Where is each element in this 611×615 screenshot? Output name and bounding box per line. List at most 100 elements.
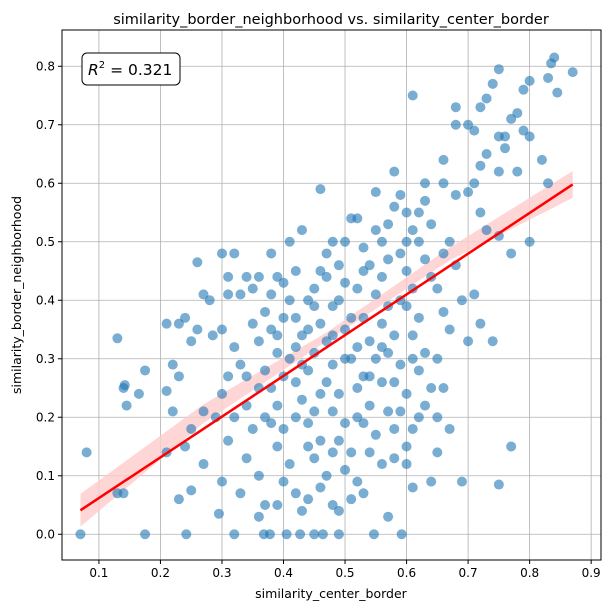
data-point bbox=[253, 336, 264, 347]
data-point bbox=[192, 324, 203, 335]
data-point bbox=[432, 283, 443, 294]
data-point bbox=[290, 412, 301, 423]
data-point bbox=[438, 306, 449, 317]
data-point bbox=[303, 494, 314, 505]
y-tick-label: 0.4 bbox=[36, 293, 55, 307]
data-point bbox=[235, 359, 246, 370]
data-point bbox=[241, 371, 252, 382]
data-point bbox=[121, 400, 132, 411]
data-point bbox=[376, 318, 387, 329]
x-axis-label: similarity_center_border bbox=[255, 586, 408, 601]
data-point bbox=[358, 488, 369, 499]
data-point bbox=[438, 248, 449, 259]
data-point bbox=[401, 388, 412, 399]
data-point bbox=[186, 336, 197, 347]
data-point bbox=[407, 353, 418, 364]
data-point bbox=[315, 184, 326, 195]
x-tick-label: 0.5 bbox=[335, 566, 354, 580]
data-point bbox=[420, 178, 431, 189]
data-point bbox=[198, 459, 209, 470]
data-point bbox=[284, 295, 295, 306]
data-point bbox=[290, 312, 301, 323]
svg-text:R2 = 0.321: R2 = 0.321 bbox=[88, 60, 172, 79]
data-point bbox=[352, 412, 363, 423]
data-point bbox=[383, 254, 394, 265]
data-point bbox=[207, 330, 218, 341]
data-point bbox=[303, 441, 314, 452]
data-point bbox=[327, 406, 338, 417]
data-point bbox=[450, 102, 461, 113]
data-point bbox=[167, 406, 178, 417]
data-point bbox=[456, 476, 467, 487]
x-tick-label: 0.4 bbox=[274, 566, 293, 580]
data-point bbox=[512, 166, 523, 177]
y-tick-label: 0.0 bbox=[36, 527, 55, 541]
data-point bbox=[296, 505, 307, 516]
data-point bbox=[315, 482, 326, 493]
data-point bbox=[413, 365, 424, 376]
data-point bbox=[407, 90, 418, 101]
data-point bbox=[309, 453, 320, 464]
data-point bbox=[450, 189, 461, 200]
data-point bbox=[376, 342, 387, 353]
data-point bbox=[284, 236, 295, 247]
data-point bbox=[140, 365, 151, 376]
data-point bbox=[241, 453, 252, 464]
data-point bbox=[140, 529, 151, 540]
data-point bbox=[340, 353, 351, 364]
data-point bbox=[198, 406, 209, 417]
data-point bbox=[444, 423, 455, 434]
data-point bbox=[321, 377, 332, 388]
data-point bbox=[173, 371, 184, 382]
data-point bbox=[284, 353, 295, 364]
data-point bbox=[487, 78, 498, 89]
data-point bbox=[413, 207, 424, 218]
data-point bbox=[223, 371, 234, 382]
data-point bbox=[524, 131, 535, 142]
data-point bbox=[432, 412, 443, 423]
data-point bbox=[432, 447, 443, 458]
data-point bbox=[395, 189, 406, 200]
data-point bbox=[481, 225, 492, 236]
data-point bbox=[407, 423, 418, 434]
data-point bbox=[376, 377, 387, 388]
data-point bbox=[229, 529, 240, 540]
scatter-points bbox=[75, 52, 578, 540]
data-point bbox=[296, 394, 307, 405]
data-point bbox=[543, 178, 554, 189]
y-tick-label: 0.3 bbox=[36, 352, 55, 366]
data-point bbox=[469, 289, 480, 300]
data-point bbox=[253, 271, 264, 282]
data-point bbox=[407, 482, 418, 493]
data-point bbox=[333, 260, 344, 271]
y-tick-label: 0.5 bbox=[36, 235, 55, 249]
data-point bbox=[309, 406, 320, 417]
regression-line-segment bbox=[79, 183, 574, 512]
data-point bbox=[420, 195, 431, 206]
data-point bbox=[315, 318, 326, 329]
data-point bbox=[395, 406, 406, 417]
data-point bbox=[327, 236, 338, 247]
data-point bbox=[438, 154, 449, 165]
data-point bbox=[407, 225, 418, 236]
data-point bbox=[181, 529, 192, 540]
data-point bbox=[475, 102, 486, 113]
plot-frame bbox=[61, 29, 602, 561]
data-point bbox=[186, 485, 197, 496]
data-point bbox=[432, 353, 443, 364]
data-point bbox=[401, 441, 412, 452]
data-point bbox=[180, 312, 191, 323]
data-point bbox=[272, 400, 283, 411]
x-tick-label: 0.8 bbox=[520, 566, 539, 580]
data-point bbox=[281, 529, 292, 540]
r-value: = 0.321 bbox=[105, 61, 172, 79]
data-point bbox=[438, 383, 449, 394]
data-point bbox=[481, 149, 492, 160]
data-point bbox=[552, 87, 563, 98]
data-point bbox=[75, 529, 86, 540]
data-point bbox=[278, 476, 289, 487]
data-point bbox=[241, 271, 252, 282]
data-point bbox=[317, 529, 328, 540]
data-point bbox=[389, 330, 400, 341]
data-point bbox=[167, 359, 178, 370]
